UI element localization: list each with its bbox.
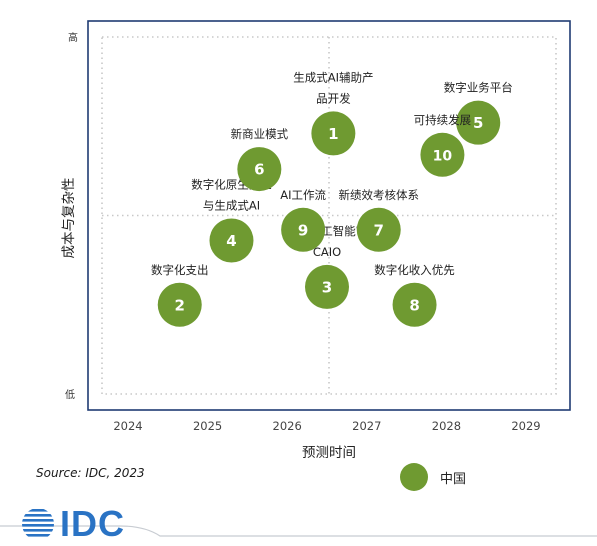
point-marker [157, 282, 202, 327]
point-marker [420, 132, 465, 177]
y-tick-label-low: 低 [65, 388, 75, 401]
x-tick-label: 2025 [193, 419, 222, 433]
point-marker [209, 218, 254, 263]
point-marker [281, 207, 326, 252]
point-text-label: 可持续发展 [414, 113, 472, 127]
source-note: Source: IDC, 2023 [36, 466, 145, 480]
point-number-label: 1 [328, 125, 338, 143]
point-text-label: 新绩效考核体系 [338, 188, 419, 202]
data-point: 8 [392, 282, 437, 327]
point-marker [392, 282, 437, 327]
point-text-label: CAIO [313, 245, 341, 259]
globe-icon [22, 509, 54, 537]
point-text-label: 新商业模式 [231, 127, 289, 141]
legend: 中国 [400, 462, 466, 492]
legend-label: 中国 [440, 471, 467, 487]
plot-frame [87, 20, 571, 411]
point-text-label: 数字化支出 [151, 263, 209, 277]
y-axis-label: 成本与复杂性 [60, 178, 77, 259]
logo-swoosh [0, 525, 597, 537]
x-axis-label: 预测时间 [302, 445, 356, 461]
point-number-label: 3 [322, 278, 332, 296]
point-number-label: 2 [175, 296, 185, 314]
data-point: 10 [420, 132, 465, 177]
x-tick-label: 2029 [511, 419, 540, 433]
x-tick-label: 2027 [352, 419, 381, 433]
point-text-label: 数字化收入优先 [374, 263, 455, 277]
point-number-label: 8 [409, 296, 419, 314]
point-text-label: AI工作流 [280, 188, 326, 202]
point-number-label: 4 [226, 232, 236, 250]
point-number-label: 5 [473, 114, 483, 132]
point-marker [356, 207, 401, 252]
legend-marker [400, 463, 428, 491]
data-point: 1 [311, 111, 356, 156]
x-tick-label: 2024 [113, 419, 142, 433]
point-text-label: 与生成式AI [203, 198, 260, 212]
point-marker [456, 100, 501, 145]
idc-logo: IDC [20, 506, 125, 542]
point-number-label: 6 [254, 161, 264, 179]
data-point: 7 [356, 207, 401, 252]
data-point: 9 [281, 207, 326, 252]
data-point: 4 [209, 218, 254, 263]
data-point: 5 [456, 100, 501, 145]
y-tick-label-high: 高 [68, 31, 78, 44]
data-point: 3 [305, 264, 349, 309]
point-marker [237, 147, 282, 192]
x-tick-label: 2026 [273, 419, 302, 433]
data-point: 2 [157, 282, 202, 327]
point-marker [311, 111, 356, 156]
point-number-label: 9 [298, 221, 308, 239]
logo-text: IDC [60, 503, 125, 544]
data-point: 6 [237, 147, 282, 192]
point-text-label: 生成式AI辅助产 [293, 70, 373, 84]
point-text-label: 数字业务平台 [444, 81, 513, 95]
x-tick-label: 2028 [432, 419, 461, 433]
point-number-label: 7 [374, 221, 384, 239]
point-text-label: 品开发 [316, 91, 351, 105]
point-number-label: 10 [433, 148, 453, 164]
point-marker [305, 264, 349, 309]
